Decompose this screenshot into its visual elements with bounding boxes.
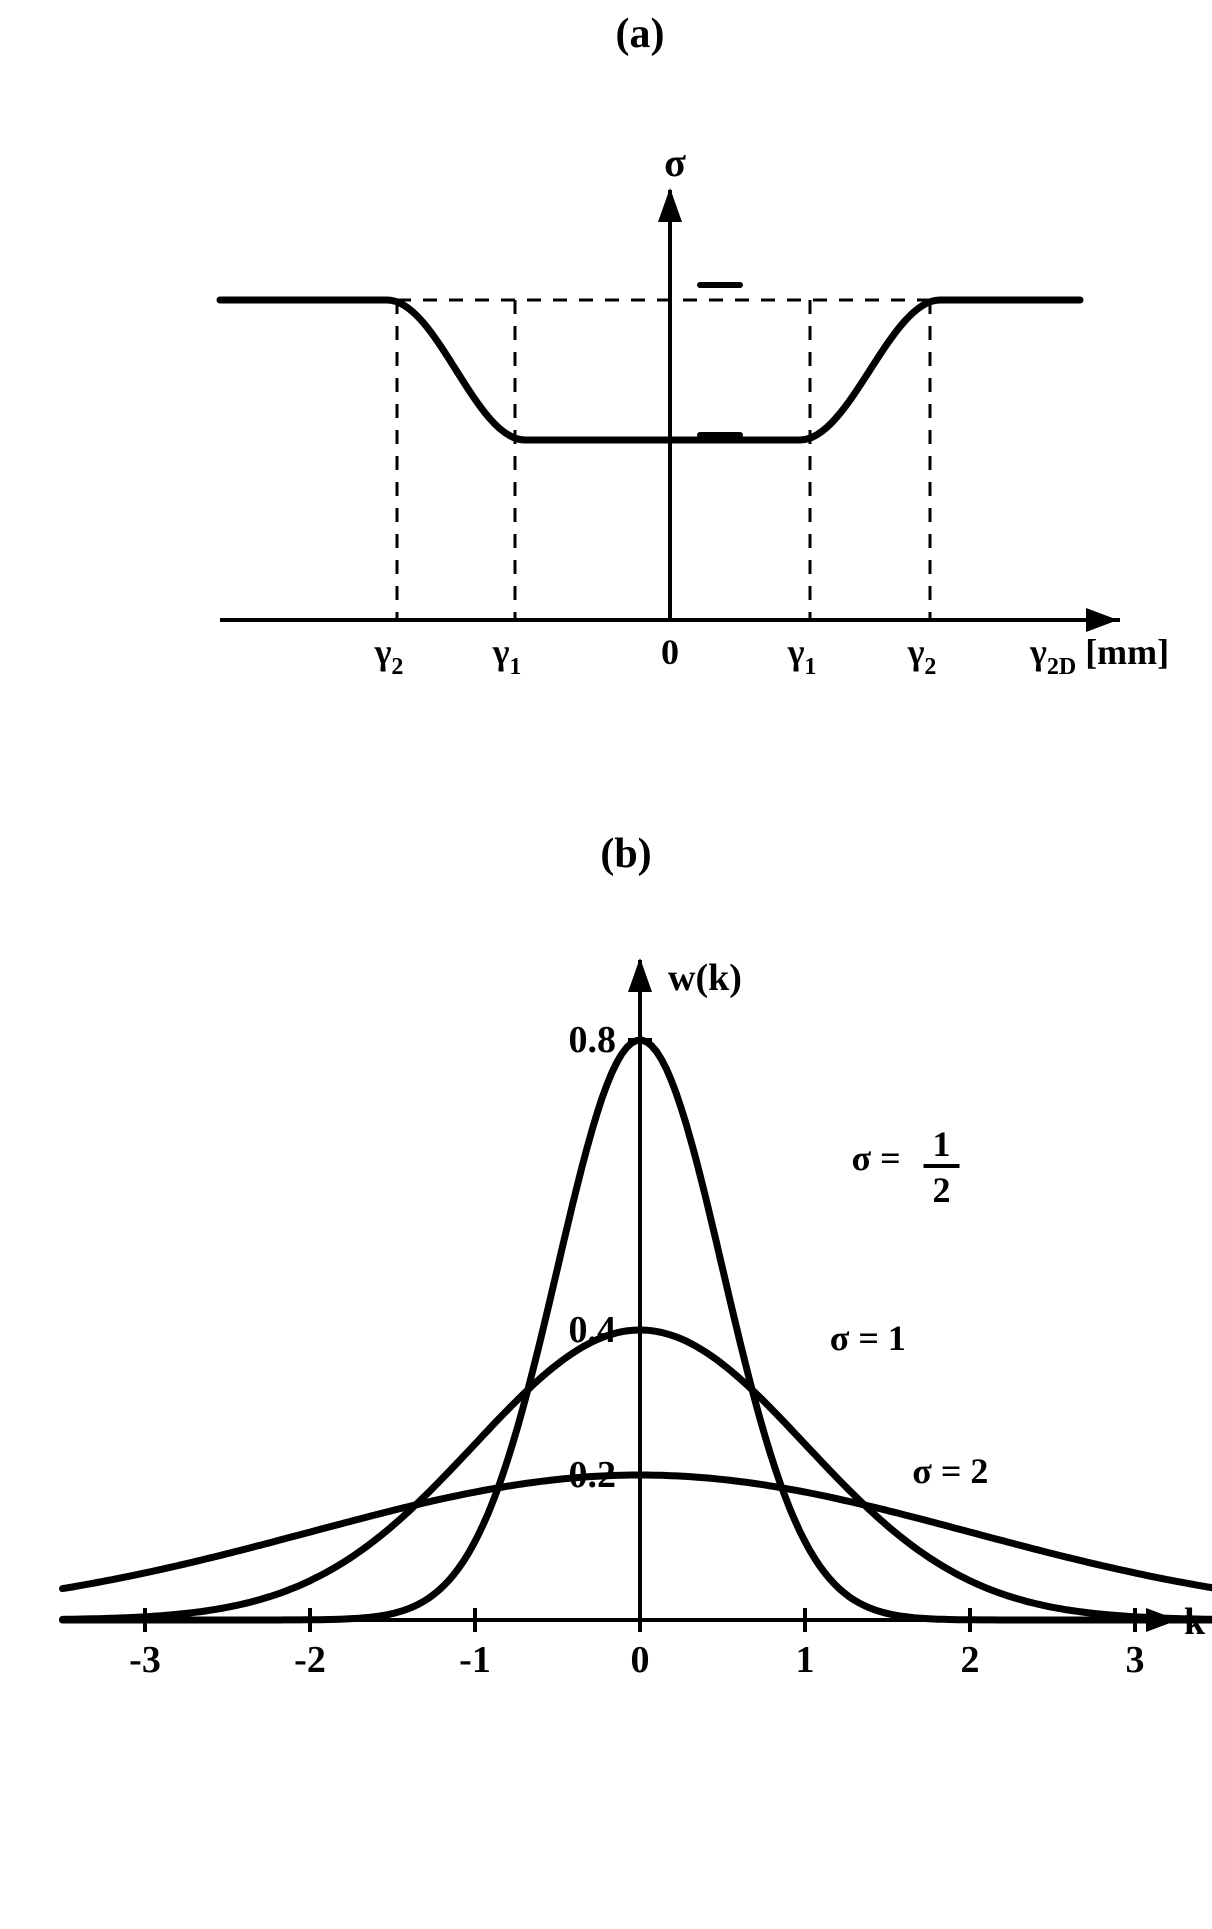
svg-text:1: 1 — [933, 1124, 951, 1164]
svg-text:γ2: γ2 — [907, 632, 937, 680]
panel-b: (b) -3 -2 -1 0 1 2 3 0.8 0.4 0.2 w(k) k σ = 1 2 σ = 1 σ… — [40, 830, 1212, 1890]
svg-text:γ2: γ2 — [374, 632, 404, 680]
svg-text:w(k): w(k) — [668, 957, 742, 999]
svg-text:2: 2 — [933, 1170, 951, 1210]
panel-b-label: (b) — [40, 830, 1212, 878]
panel-a-label-text: (a) — [616, 11, 665, 57]
svg-text:0: 0 — [661, 632, 679, 672]
svg-text:0.2: 0.2 — [569, 1454, 617, 1496]
svg-text:k: k — [1184, 1601, 1206, 1643]
svg-text:σ = 2: σ = 2 — [912, 1451, 988, 1491]
svg-text:-1: -1 — [459, 1639, 491, 1681]
svg-text:γ1: γ1 — [492, 632, 522, 680]
svg-text:2: 2 — [961, 1639, 980, 1681]
panel-a: (a) σ 0 γ2 γ1 γ1 γ2 γ2D [mm] — [90, 0, 1190, 700]
svg-text:0.8: 0.8 — [569, 1019, 617, 1061]
svg-text:γ2D [mm]: γ2D [mm] — [1029, 632, 1169, 680]
panel-a-svg: σ 0 γ2 γ1 γ1 γ2 γ2D [mm] — [90, 60, 1190, 710]
svg-text:γ1: γ1 — [787, 632, 817, 680]
svg-text:σ =: σ = — [852, 1138, 901, 1178]
svg-text:0.4: 0.4 — [569, 1309, 617, 1351]
svg-text:-2: -2 — [294, 1639, 326, 1681]
svg-text:1: 1 — [796, 1639, 815, 1681]
svg-text:σ = 1: σ = 1 — [830, 1318, 906, 1358]
svg-text:-3: -3 — [129, 1639, 161, 1681]
svg-text:3: 3 — [1126, 1639, 1145, 1681]
svg-text:0: 0 — [631, 1639, 650, 1681]
panel-b-label-text: (b) — [600, 831, 651, 877]
svg-text:σ: σ — [664, 140, 686, 185]
panel-a-label: (a) — [90, 10, 1190, 58]
panel-b-svg: -3 -2 -1 0 1 2 3 0.8 0.4 0.2 w(k) k σ = 1 2 σ = 1 σ = 2 — [40, 920, 1212, 1880]
